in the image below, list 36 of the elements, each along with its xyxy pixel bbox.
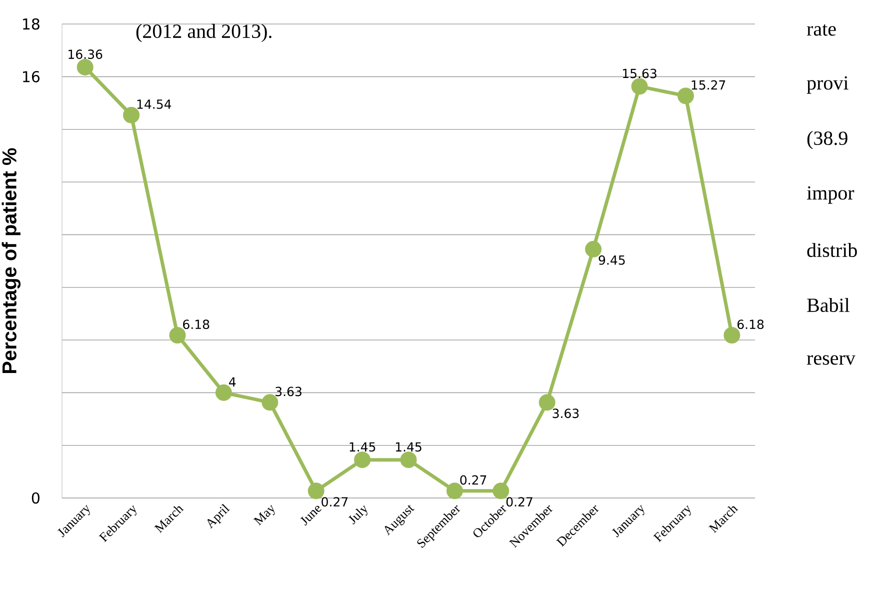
- text: (38.9: [807, 130, 848, 150]
- text: rate: [806, 24, 836, 36]
- point: [724, 327, 740, 344]
- data-label: 0.27: [506, 497, 532, 507]
- data-label: 14.54: [137, 100, 172, 109]
- y-tick-label: 18: [23, 18, 40, 30]
- point: [631, 78, 648, 95]
- data-label: 0.27: [460, 475, 486, 485]
- y-tick-label: 0: [32, 492, 40, 504]
- data-label: 15.27: [692, 80, 726, 90]
- text: reserv: [806, 355, 856, 365]
- point: [76, 58, 94, 76]
- y-axis-title: Percentage of patient %: [2, 148, 21, 374]
- text: Babil: [807, 298, 850, 312]
- text: provi: [806, 76, 848, 94]
- data-label: 15.63: [622, 68, 656, 78]
- x-tick-label: May: [253, 504, 275, 526]
- text: impor: [806, 186, 854, 204]
- point: [354, 452, 371, 468]
- x-tick-label: June: [300, 506, 322, 526]
- data-label: 6.18: [737, 320, 764, 330]
- data-label: 1.45: [350, 442, 376, 452]
- point: [400, 452, 417, 468]
- y-tick-label: 16: [23, 70, 40, 82]
- x-tick-label: July: [348, 505, 368, 524]
- data-label: 3.63: [276, 386, 302, 396]
- data-label: 9.45: [598, 255, 625, 265]
- data-label: 0.27: [322, 497, 348, 507]
- data-label: 4: [229, 377, 236, 386]
- data-label: 3.63: [552, 408, 579, 418]
- point: [169, 327, 186, 344]
- data-label: 1.45: [396, 442, 422, 452]
- data-label: 6.18: [183, 320, 210, 330]
- text: distrib: [807, 242, 857, 258]
- data-label: 16.36: [68, 50, 102, 59]
- annotation: (2012 and 2013).: [136, 24, 272, 42]
